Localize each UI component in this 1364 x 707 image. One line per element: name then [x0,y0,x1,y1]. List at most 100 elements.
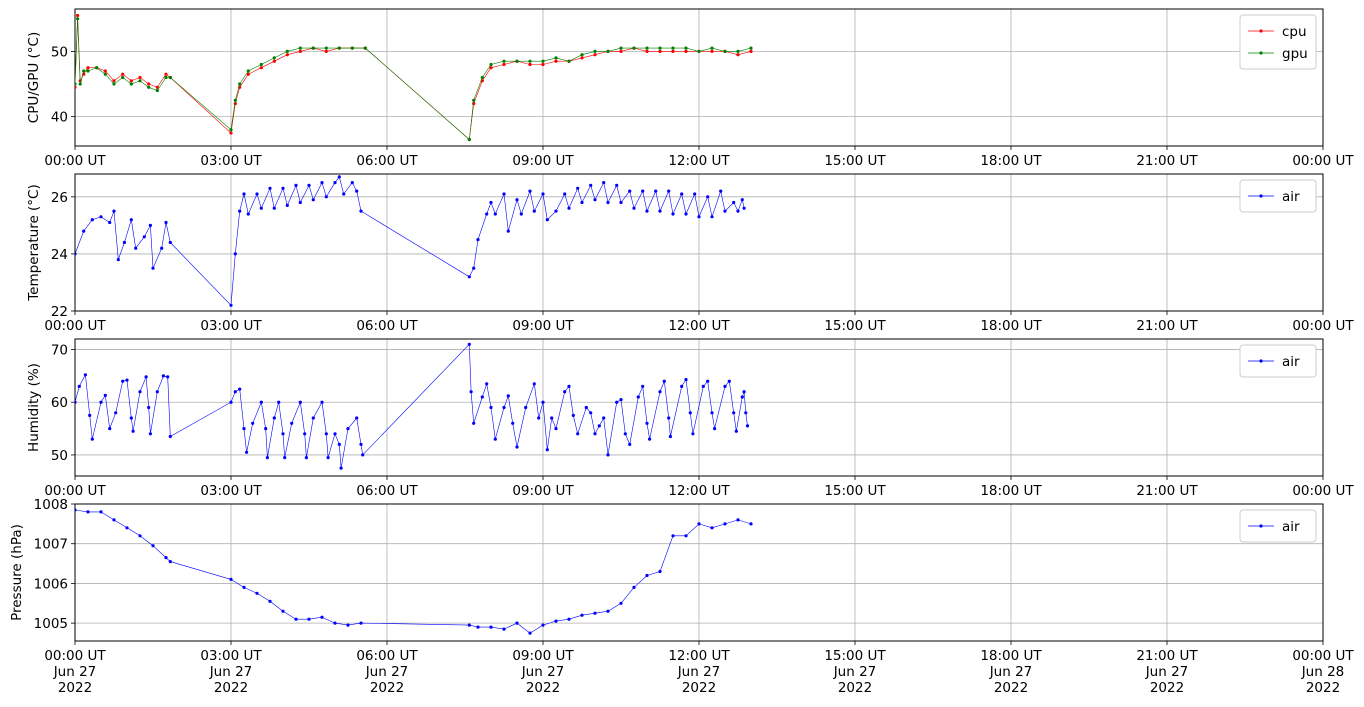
data-point-air [493,437,497,441]
data-point-gpu [645,46,649,50]
x-tick-label: 12:00 UT [668,318,730,334]
x-date-label: Jun 27 [1145,664,1189,680]
data-point-air [519,212,523,216]
data-point-gpu [350,46,354,50]
x-tick-label: 00:00 UT [44,318,106,334]
data-point-gpu [75,82,77,86]
y-tick-label: 60 [51,395,68,411]
x-year-label: 2022 [370,680,404,696]
data-point-air [645,421,649,425]
x-tick-label: 15:00 UT [824,483,886,499]
data-point-air [303,432,307,436]
data-point-air [242,585,246,590]
data-point-air [129,218,133,222]
data-point-air [342,192,346,196]
data-point-air [662,379,666,383]
data-point-gpu [95,66,99,70]
data-point-air [528,631,532,635]
data-point-air [359,621,363,625]
data-point-gpu [76,17,80,21]
panel-1: 00:00 UT 03:00 UT 06:00 UT 09:00 UT 12:00 UT… [26,8,1354,169]
x-tick-label: 21:00 UT [1136,648,1198,664]
data-point-gpu [233,98,237,102]
data-point-air [623,432,627,436]
data-point-cpu [619,49,623,54]
data-point-cpu [749,49,753,54]
data-point-gpu [467,137,471,142]
data-point-air [532,209,536,213]
data-point-gpu [541,59,545,63]
data-point-air [255,591,259,595]
data-point-air [554,427,558,431]
data-point-gpu [155,88,159,93]
data-point-air [138,390,142,394]
series-line-gpu [75,18,752,141]
series-air [75,342,750,470]
data-point-air [155,390,159,394]
y-tick-label: 1007 [34,537,68,553]
data-point-gpu [723,49,727,54]
data-point-air [654,189,658,193]
data-point-air [567,206,571,210]
data-point-air [355,416,359,420]
data-point-gpu [129,82,133,86]
data-point-air [121,379,125,383]
data-point-air [326,456,330,460]
data-point-air [697,522,701,526]
data-point-air [742,206,746,210]
data-point-gpu [658,46,662,50]
data-point-air [142,235,146,239]
data-point-air [355,189,359,193]
legend-marker-air [1259,359,1263,363]
data-point-air [719,189,723,193]
legend-label-air: air [1282,189,1300,205]
data-point-air [298,400,302,404]
legend-box [1239,509,1317,543]
data-point-air [166,375,170,379]
x-year-label: 2022 [214,680,248,696]
data-point-air [147,405,151,410]
data-point-cpu [593,53,597,57]
data-point-air [745,424,750,428]
x-tick-label: 00:00 UT [44,153,106,169]
x-tick-label: 21:00 UT [1136,153,1198,169]
legend-label-air: air [1282,354,1300,370]
x-tick-label: 03:00 UT [200,318,262,334]
data-point-gpu [606,49,610,54]
data-point-cpu [86,66,90,70]
data-point-air [134,246,138,250]
data-point-air [645,209,649,213]
data-point-air [615,400,619,404]
data-point-air [108,220,112,225]
x-year-label: 2022 [838,680,872,696]
data-point-air [277,400,281,404]
data-point-air [467,623,471,627]
data-point-cpu [164,72,168,76]
data-point-air [576,186,580,190]
panel-2: 00:00 UT 03:00 UT 06:00 UT 09:00 UT 12:00 UT… [26,173,1354,334]
data-point-gpu [619,46,623,50]
x-tick-label: 00:00 UT [1292,318,1354,334]
data-point-cpu [259,66,263,70]
data-point-air [103,393,107,397]
data-point-cpu [472,102,476,106]
data-point-air [138,534,142,538]
data-point-air [294,183,298,187]
x-tick-label: 09:00 UT [512,483,574,499]
data-point-air [667,189,671,193]
data-point-air [242,427,246,431]
data-point-air [732,200,736,205]
data-point-air [545,448,549,452]
series-line-cpu [75,15,752,141]
data-point-air [75,400,77,404]
data-point-air [524,405,528,410]
y-tick-label: 26 [51,190,68,206]
data-point-air [545,218,549,222]
data-point-air [658,569,662,574]
data-point-air [82,229,86,233]
x-year-label: 2022 [1150,680,1184,696]
data-point-air [691,432,695,436]
data-point-air [593,432,597,436]
data-point-air [168,560,172,564]
x-tick-label: 00:00 UT [44,648,106,664]
